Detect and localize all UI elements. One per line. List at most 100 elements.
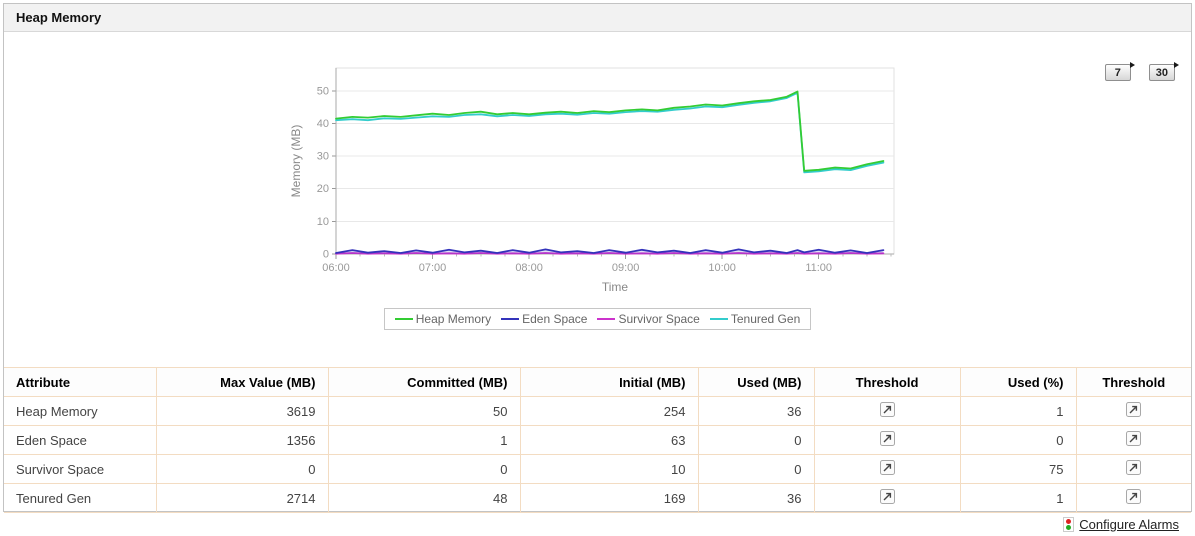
legend-item-eden-space: Eden Space (501, 312, 587, 326)
legend-item-tenured-gen: Tenured Gen (710, 312, 800, 326)
cell-used_pct: 1 (960, 397, 1076, 426)
cell-max_value: 1356 (156, 426, 328, 455)
threshold-icon-button[interactable] (1126, 431, 1141, 446)
svg-text:0: 0 (322, 249, 328, 261)
legend-line-icon (395, 318, 413, 320)
threshold-icon-button[interactable] (880, 402, 895, 417)
cell-used_pct: 1 (960, 484, 1076, 513)
alarm-status-icon (1063, 517, 1074, 532)
threshold-icon-button[interactable] (880, 460, 895, 475)
svg-text:11:00: 11:00 (805, 262, 832, 274)
open-threshold-icon (880, 460, 895, 475)
cell-attribute: Heap Memory (4, 397, 156, 426)
legend-label: Heap Memory (416, 312, 491, 326)
range-buttons: 7 30 (1105, 64, 1175, 81)
threshold-cell (814, 397, 960, 426)
column-header-threshold: Threshold (814, 368, 960, 397)
svg-text:09:00: 09:00 (611, 262, 639, 274)
cell-max_value: 2714 (156, 484, 328, 513)
cell-initial: 169 (520, 484, 698, 513)
threshold-cell (814, 455, 960, 484)
svg-text:30: 30 (316, 151, 328, 163)
legend-line-icon (501, 318, 519, 320)
open-threshold-icon (1126, 460, 1141, 475)
threshold-cell (814, 484, 960, 513)
range-30-button[interactable]: 30 (1149, 64, 1175, 81)
column-header-max-value-mb-: Max Value (MB) (156, 368, 328, 397)
legend-label: Survivor Space (618, 312, 699, 326)
threshold-cell (1076, 484, 1191, 513)
cell-used_mb: 0 (698, 426, 814, 455)
cell-initial: 254 (520, 397, 698, 426)
threshold-icon-button[interactable] (1126, 402, 1141, 417)
cell-committed: 50 (328, 397, 520, 426)
range-7-button[interactable]: 7 (1105, 64, 1131, 81)
cell-attribute: Tenured Gen (4, 484, 156, 513)
svg-text:07:00: 07:00 (418, 262, 446, 274)
threshold-cell (1076, 397, 1191, 426)
svg-text:06:00: 06:00 (322, 262, 350, 274)
cell-used_pct: 0 (960, 426, 1076, 455)
svg-text:Time: Time (601, 280, 628, 294)
threshold-cell (1076, 426, 1191, 455)
legend-label: Eden Space (522, 312, 587, 326)
svg-text:Memory (MB): Memory (MB) (289, 125, 303, 198)
cell-used_mb: 36 (698, 397, 814, 426)
cell-max_value: 0 (156, 455, 328, 484)
open-threshold-icon (880, 489, 895, 504)
cell-used_pct: 75 (960, 455, 1076, 484)
threshold-cell (1076, 455, 1191, 484)
svg-text:40: 40 (316, 118, 328, 130)
page-title: Heap Memory (16, 10, 101, 25)
legend-row: Heap Memory Eden Space Survivor Space Tenur… (4, 307, 1191, 330)
threshold-icon-button[interactable] (880, 489, 895, 504)
cell-max_value: 3619 (156, 397, 328, 426)
column-header-attribute: Attribute (4, 368, 156, 397)
open-threshold-icon (1126, 431, 1141, 446)
panel-footer: Configure Alarms (4, 513, 1191, 536)
legend-line-icon (597, 318, 615, 320)
configure-alarms-link[interactable]: Configure Alarms (1079, 517, 1179, 532)
open-threshold-icon (1126, 489, 1141, 504)
cell-attribute: Survivor Space (4, 455, 156, 484)
red-alarm-dot-icon (1066, 519, 1071, 524)
column-header-used-mb-: Used (MB) (698, 368, 814, 397)
legend-line-icon (710, 318, 728, 320)
cell-used_mb: 36 (698, 484, 814, 513)
cell-committed: 48 (328, 484, 520, 513)
legend-label: Tenured Gen (731, 312, 800, 326)
green-alarm-dot-icon (1066, 525, 1071, 530)
threshold-icon-button[interactable] (1126, 460, 1141, 475)
legend-item-survivor-space: Survivor Space (597, 312, 699, 326)
cell-committed: 1 (328, 426, 520, 455)
cell-initial: 63 (520, 426, 698, 455)
legend-item-heap-memory: Heap Memory (395, 312, 491, 326)
column-header-initial-mb-: Initial (MB) (520, 368, 698, 397)
svg-text:10:00: 10:00 (708, 262, 736, 274)
chart-legend: Heap Memory Eden Space Survivor Space Tenur… (384, 308, 812, 330)
column-header-committed-mb-: Committed (MB) (328, 368, 520, 397)
open-threshold-icon (1126, 402, 1141, 417)
threshold-icon-button[interactable] (1126, 489, 1141, 504)
panel-header: Heap Memory (4, 4, 1191, 32)
svg-text:20: 20 (316, 183, 328, 195)
cell-attribute: Eden Space (4, 426, 156, 455)
threshold-icon-button[interactable] (880, 431, 895, 446)
cell-committed: 0 (328, 455, 520, 484)
column-header-used-: Used (%) (960, 368, 1076, 397)
threshold-cell (814, 426, 960, 455)
open-threshold-icon (880, 431, 895, 446)
svg-text:08:00: 08:00 (515, 262, 543, 274)
cell-used_mb: 0 (698, 455, 814, 484)
svg-text:50: 50 (316, 85, 328, 97)
